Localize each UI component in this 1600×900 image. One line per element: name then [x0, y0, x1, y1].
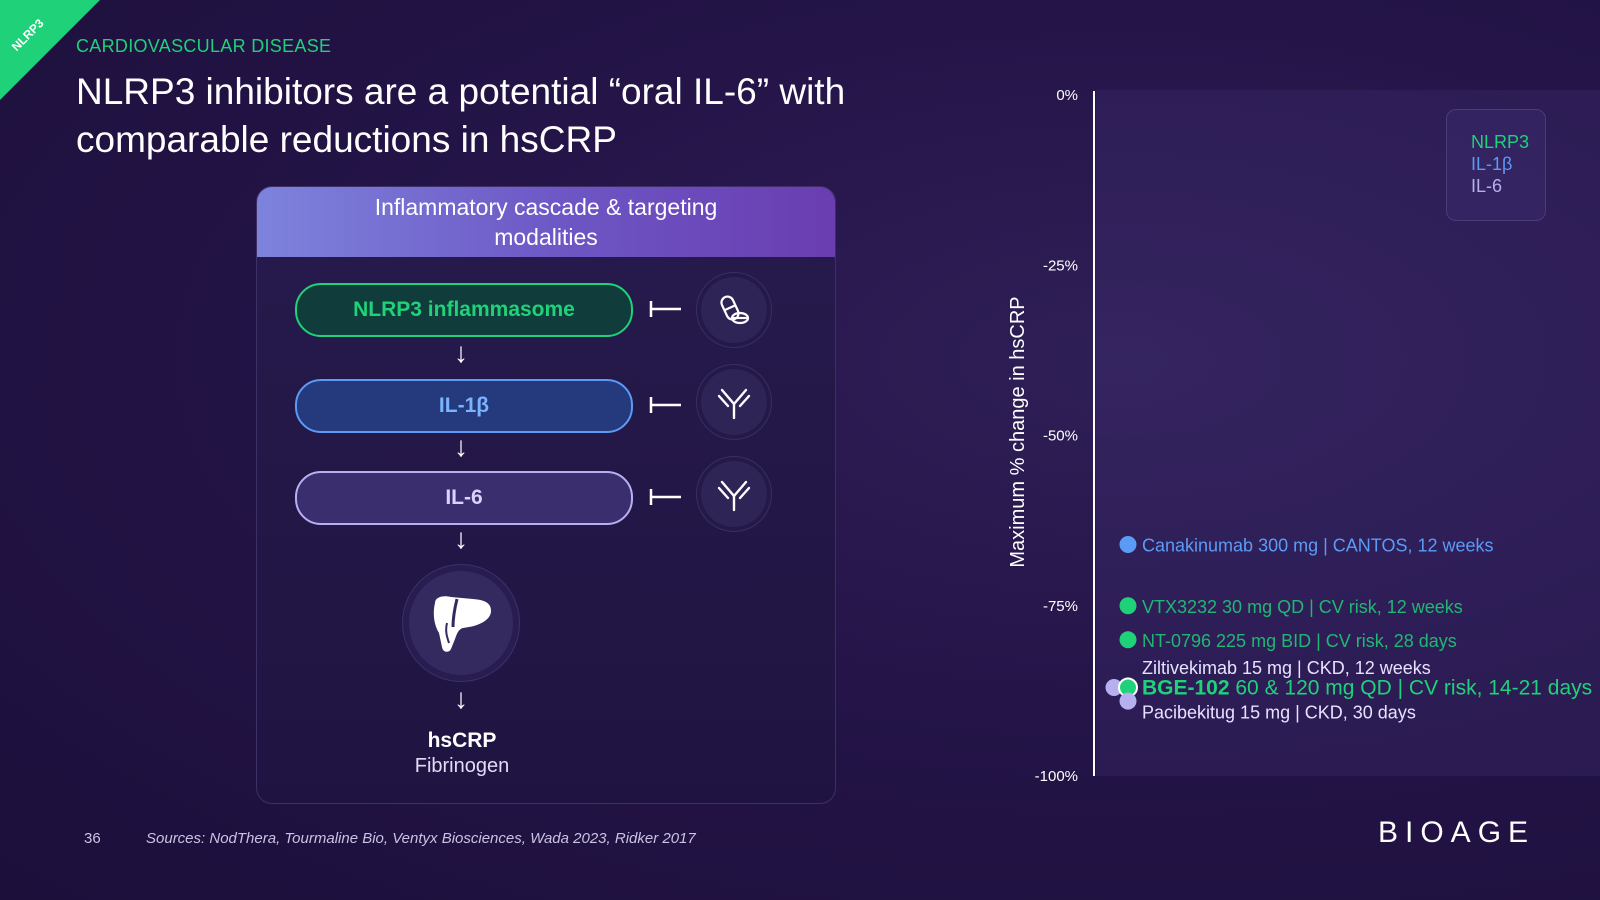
cascade-header: Inflammatory cascade & targeting modalit… [257, 187, 835, 257]
arrow-down-icon: ↓ [454, 431, 468, 462]
bioage-logo: BIOAGE [1378, 816, 1536, 849]
data-label-text: 60 & 120 mg QD | CV risk, 14-21 days [1230, 676, 1593, 699]
nlrp3-inflammasome-pill: NLRP3 inflammasome [295, 283, 633, 337]
sources-note: Sources: NodThera, Tourmaline Bio, Venty… [146, 830, 696, 847]
cascade-panel: Inflammatory cascade & targeting modalit… [256, 186, 836, 804]
cascade-header-text: Inflammatory cascade & targeting modalit… [374, 194, 718, 250]
data-label: NT-0796 225 mg BID | CV risk, 28 days [1142, 631, 1457, 651]
data-label: Pacibekitug 15 mg | CKD, 30 days [1142, 702, 1416, 722]
data-label-bold-prefix: BGE-102 [1142, 676, 1230, 699]
chart-legend: NLRP3 IL-1β IL-6 [1446, 109, 1546, 221]
data-label: Ziltivekimab 15 mg | CKD, 12 weeks [1142, 658, 1431, 678]
arrow-down-icon: ↓ [454, 683, 468, 714]
data-point [1119, 631, 1137, 649]
legend-item-il1b: IL-1β [1471, 154, 1513, 174]
data-point [1119, 535, 1137, 553]
outcome-fibrinogen: Fibrinogen [414, 755, 510, 777]
y-tick-label: 0% [1056, 87, 1078, 104]
il6-pill: IL-6 [295, 471, 633, 525]
antibody-icon [701, 369, 767, 435]
pill-icon [701, 277, 767, 343]
liver-icon [409, 571, 513, 675]
data-point [1119, 597, 1137, 615]
outcome-hscrp: hsCRP [427, 729, 497, 752]
inhibition-icon [649, 489, 681, 505]
inhibition-icon [649, 301, 681, 317]
section-eyebrow: CARDIOVASCULAR DISEASE [76, 36, 332, 56]
y-tick-label: -75% [1043, 598, 1078, 615]
arrow-down-icon: ↓ [454, 337, 468, 368]
data-point [1105, 678, 1123, 696]
y-tick-label: -100% [1035, 768, 1078, 785]
y-axis-label: Maximum % change in hsCRP [1007, 296, 1029, 567]
legend-item-il6: IL-6 [1471, 176, 1503, 196]
antibody-icon [701, 461, 767, 527]
data-label: BGE-102 60 & 120 mg QD | CV risk, 14-21 … [1142, 676, 1592, 699]
legend-item-nlrp3: NLRP3 [1471, 132, 1530, 152]
arrow-down-icon: ↓ [454, 523, 468, 554]
il1b-pill: IL-1β [295, 379, 633, 433]
page-number: 36 [84, 830, 101, 847]
y-tick-label: -25% [1043, 257, 1078, 274]
corner-badge [0, 0, 100, 100]
slide-title: NLRP3 inhibitors are a potential “oral I… [76, 71, 846, 160]
inhibition-icon [649, 397, 681, 413]
data-label: VTX3232 30 mg QD | CV risk, 12 weeks [1142, 597, 1463, 617]
y-tick-label: -50% [1043, 428, 1078, 445]
data-label: Canakinumab 300 mg | CANTOS, 12 weeks [1142, 535, 1494, 555]
chart-plot-background [1096, 90, 1600, 776]
data-point [1119, 692, 1137, 710]
